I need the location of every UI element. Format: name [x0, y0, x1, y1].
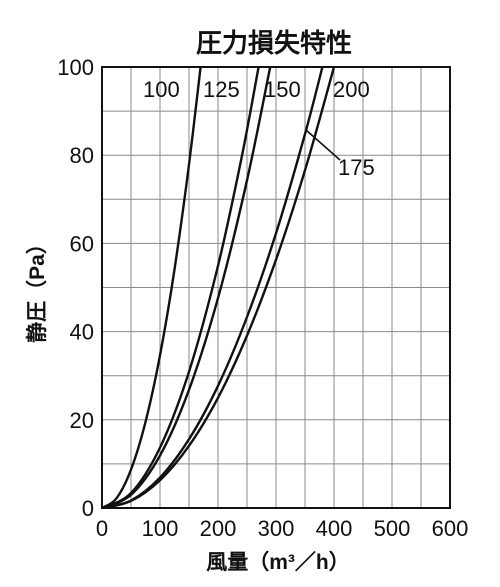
x-axis-label: 風量（m³／h） — [206, 550, 350, 574]
y-tick-label: 40 — [70, 320, 94, 345]
y-axis-label: 静圧（Pa） — [25, 233, 49, 343]
series-label-100: 100 — [143, 77, 180, 102]
series-label-200: 200 — [333, 77, 370, 102]
x-tick-label: 300 — [258, 516, 295, 541]
grid — [102, 67, 450, 508]
y-tick-label: 100 — [57, 55, 94, 80]
y-tick-label: 20 — [70, 408, 94, 433]
series-curve-100 — [101, 66, 202, 510]
x-tick-label: 600 — [432, 516, 469, 541]
x-tick-label: 500 — [374, 516, 411, 541]
series-curve-150 — [101, 66, 272, 510]
x-tick-label: 400 — [316, 516, 353, 541]
y-tick-label: 60 — [70, 231, 94, 256]
series-curve-125 — [101, 66, 260, 510]
series-label-leader-175 — [305, 129, 341, 161]
series-curves — [101, 66, 336, 510]
x-tick-label: 200 — [200, 516, 237, 541]
y-tick-label: 80 — [70, 143, 94, 168]
x-tick-label: 0 — [96, 516, 108, 541]
chart-title: 圧力損失特性 — [196, 28, 352, 58]
y-tick-label: 0 — [82, 496, 94, 521]
plot-frame — [101, 66, 451, 509]
series-label-125: 125 — [203, 77, 240, 102]
series-curve-200 — [101, 66, 336, 510]
series-labels: 100 125 150 175 200 — [143, 77, 375, 180]
tick-labels: 0 100 200 300 400 500 600 0 20 40 60 80 100 — [57, 55, 468, 541]
series-label-150: 150 — [264, 77, 301, 102]
x-tick-label: 100 — [142, 516, 179, 541]
series-label-175: 175 — [338, 155, 375, 180]
